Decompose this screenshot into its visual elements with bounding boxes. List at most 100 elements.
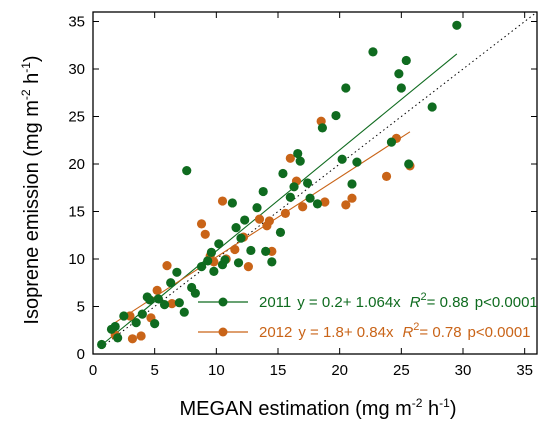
- point-2011: [97, 339, 107, 350]
- point-2011: [231, 223, 241, 233]
- x-tick-label: 15: [270, 362, 287, 379]
- point-2011: [214, 239, 224, 249]
- x-tick-label: 35: [516, 362, 533, 379]
- x-tick-label: 20: [331, 362, 348, 379]
- legend-text-2011: 2011 y = 0.2+ 1.064x R2= 0.88 p<0.0001: [259, 291, 538, 311]
- y-axis-title: Isoprene emission (mg m-2 h-1): [19, 55, 43, 324]
- point-2011: [404, 159, 414, 169]
- point-2012: [200, 229, 210, 239]
- point-2011: [275, 227, 286, 237]
- x-tick-label: 25: [393, 362, 410, 379]
- legend-marker-2012: [218, 327, 228, 337]
- point-2011: [206, 247, 216, 257]
- point-2012: [152, 285, 162, 295]
- point-2011: [137, 309, 147, 319]
- point-2011: [331, 110, 341, 121]
- point-2011: [293, 148, 303, 159]
- y-tick-label: 10: [68, 251, 85, 268]
- point-2011: [227, 198, 237, 208]
- point-2011: [278, 168, 288, 179]
- y-tick-label: 15: [68, 204, 85, 221]
- point-2011: [305, 193, 315, 203]
- point-2012: [341, 200, 351, 210]
- point-2012: [280, 208, 290, 218]
- point-2011: [396, 83, 406, 93]
- point-2011: [182, 166, 192, 176]
- point-2011: [352, 157, 362, 167]
- point-2011: [174, 298, 184, 308]
- point-2012: [162, 261, 172, 271]
- y-tick-label: 20: [68, 156, 85, 173]
- point-2011: [285, 192, 295, 202]
- point-2011: [203, 256, 213, 266]
- legend-entry-2012: 2012 y = 1.8+ 0.84x R2= 0.78 p<0.0001: [198, 321, 531, 341]
- point-2011: [317, 123, 327, 133]
- x-axis-title: MEGAN estimation (mg m-2 h-1): [180, 396, 457, 420]
- y-tick-label: 5: [77, 299, 85, 316]
- point-2011: [233, 258, 244, 268]
- point-2011: [240, 215, 250, 225]
- point-2012: [136, 331, 146, 341]
- legend-entry-2011: 2011 y = 0.2+ 1.064x R2= 0.88 p<0.0001: [198, 291, 538, 311]
- point-2011: [150, 319, 160, 329]
- point-2012: [230, 244, 240, 255]
- x-tick-label: 5: [150, 362, 158, 379]
- plot-area: 0 5 10 15 20 25 30 35 0 5 10 15 20 25 30 35: [68, 11, 538, 379]
- point-2011: [131, 318, 141, 328]
- y-tick-label: 25: [68, 109, 85, 126]
- point-2011: [401, 55, 411, 66]
- point-2012: [320, 197, 330, 207]
- point-2011: [368, 47, 378, 57]
- point-2011: [220, 255, 230, 265]
- point-2011: [190, 288, 200, 298]
- y-tick-label: 35: [68, 14, 85, 31]
- one-to-one-line: [101, 11, 538, 348]
- point-2011: [267, 257, 277, 267]
- point-2011: [261, 246, 271, 256]
- point-2011: [145, 295, 155, 305]
- point-2012: [196, 219, 207, 229]
- point-2011: [252, 203, 262, 213]
- point-2012: [381, 171, 392, 181]
- point-2011: [209, 266, 219, 276]
- point-2011: [427, 102, 437, 112]
- point-2011: [179, 307, 189, 317]
- y-tick-label: 30: [68, 61, 85, 78]
- point-2011: [347, 179, 357, 189]
- point-2011: [394, 69, 404, 79]
- legend-marker-2011: [218, 297, 228, 307]
- point-2011: [159, 300, 170, 310]
- point-2012: [285, 153, 295, 163]
- point-2011: [196, 262, 207, 272]
- point-2011: [452, 20, 462, 30]
- point-2011: [236, 233, 246, 243]
- point-2011: [295, 156, 305, 166]
- x-tick-label: 0: [89, 362, 97, 379]
- point-2011: [113, 333, 123, 343]
- point-2012: [254, 214, 265, 224]
- fit-line-2011: [103, 53, 458, 344]
- point-2011: [303, 178, 313, 188]
- point-2012: [298, 202, 308, 212]
- x-tick-label: 10: [208, 362, 225, 379]
- point-2012: [167, 299, 177, 309]
- point-2012: [217, 196, 228, 206]
- point-2011: [289, 182, 299, 192]
- x-tick-label: 30: [455, 362, 472, 379]
- point-2011: [119, 311, 129, 321]
- point-2011: [386, 137, 397, 147]
- point-2011: [172, 267, 182, 277]
- point-2012: [347, 193, 357, 203]
- point-2011: [337, 154, 347, 164]
- y-tick-label: 0: [77, 346, 85, 363]
- point-2012: [127, 334, 138, 344]
- point-2011: [258, 186, 268, 197]
- legend-text-2012: 2012 y = 1.8+ 0.84x R2= 0.78 p<0.0001: [259, 321, 531, 341]
- legend: 2011 y = 0.2+ 1.064x R2= 0.88 p<0.0001 2012…: [198, 291, 538, 341]
- point-2011: [166, 278, 176, 288]
- point-2011: [341, 83, 351, 93]
- plot-frame: [92, 11, 538, 355]
- point-2011: [153, 294, 163, 304]
- point-2012: [243, 262, 253, 272]
